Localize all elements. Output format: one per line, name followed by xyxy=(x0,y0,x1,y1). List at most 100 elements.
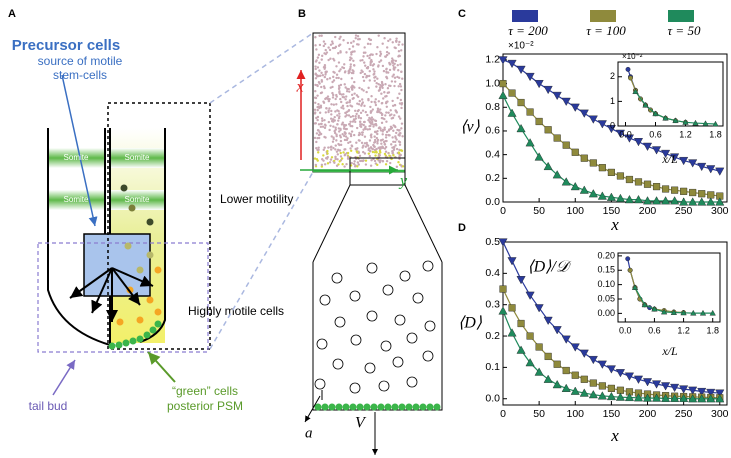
marker xyxy=(535,343,543,351)
particle xyxy=(347,114,351,117)
particle xyxy=(331,91,334,95)
zoom-line xyxy=(209,32,314,104)
marker xyxy=(624,392,634,402)
particle xyxy=(338,115,341,118)
somite-label: Somite xyxy=(64,195,89,204)
particle xyxy=(370,100,373,104)
particle xyxy=(346,151,350,155)
particle xyxy=(328,77,332,80)
particle xyxy=(373,72,376,76)
marker xyxy=(651,305,658,312)
particle xyxy=(349,149,353,152)
particle xyxy=(359,123,362,126)
particle xyxy=(333,115,336,119)
particle xyxy=(385,120,388,123)
particle xyxy=(328,48,332,52)
particle xyxy=(324,97,328,100)
marker xyxy=(680,187,688,195)
particle xyxy=(396,75,399,79)
legend-label[interactable]: τ = 200 xyxy=(508,23,548,38)
particle xyxy=(349,41,353,45)
marker xyxy=(562,366,570,375)
particle xyxy=(373,159,377,163)
particle xyxy=(345,95,348,98)
particle xyxy=(398,140,402,144)
particle xyxy=(335,139,338,142)
marker xyxy=(698,190,706,198)
particle xyxy=(388,68,392,72)
x-tick-label: 0.0 xyxy=(619,325,632,335)
marker xyxy=(633,393,644,402)
particle xyxy=(351,125,354,128)
marker xyxy=(606,192,616,201)
x-tick-label: 0.6 xyxy=(648,325,661,335)
particle xyxy=(384,155,388,159)
marker xyxy=(508,89,516,97)
zoom-line xyxy=(404,184,443,263)
marker xyxy=(580,375,588,383)
marker xyxy=(642,196,653,205)
particle xyxy=(380,92,383,95)
particle xyxy=(395,111,399,114)
x-tick-label: 250 xyxy=(675,408,693,420)
precursor-region xyxy=(83,233,151,297)
particle xyxy=(368,139,372,142)
particle xyxy=(338,160,341,163)
particle xyxy=(358,154,362,158)
particle xyxy=(320,85,323,89)
tail-bud-box xyxy=(37,242,209,353)
particle xyxy=(322,44,326,48)
particle xyxy=(339,155,343,158)
particle xyxy=(353,86,356,89)
particle xyxy=(374,150,378,153)
zoom-box xyxy=(107,102,211,350)
particle xyxy=(369,60,373,63)
particle xyxy=(369,124,372,128)
green-cells xyxy=(108,320,162,350)
particle xyxy=(332,93,335,97)
particle xyxy=(328,128,331,132)
particle xyxy=(356,161,360,164)
x-tick-label: 0 xyxy=(500,408,506,420)
particle xyxy=(382,69,386,73)
marker xyxy=(652,183,661,191)
x-axis-label: x xyxy=(610,426,619,445)
particle xyxy=(315,48,318,51)
marker xyxy=(652,380,662,389)
particle xyxy=(340,106,343,109)
particle xyxy=(331,40,334,43)
marker xyxy=(499,80,507,88)
y-tick-label: 0.1 xyxy=(485,361,500,373)
particle xyxy=(357,116,360,119)
particle xyxy=(379,50,382,53)
panel-label: D xyxy=(458,222,466,234)
particle xyxy=(314,101,317,104)
marker xyxy=(682,119,689,125)
particle xyxy=(400,49,403,52)
marker xyxy=(670,153,680,162)
somite-label: Somite xyxy=(125,195,150,204)
particle xyxy=(358,99,361,103)
particle xyxy=(324,111,328,114)
green-cell xyxy=(328,403,336,411)
particle xyxy=(362,144,365,147)
particle xyxy=(368,127,372,131)
marker xyxy=(642,378,653,387)
legend-label[interactable]: τ = 100 xyxy=(586,23,626,38)
particle xyxy=(390,143,393,146)
legend-label[interactable]: τ = 50 xyxy=(668,23,701,38)
particle xyxy=(354,36,357,40)
marker xyxy=(702,120,709,126)
particle xyxy=(334,126,337,129)
marker xyxy=(633,375,644,384)
marker xyxy=(661,196,671,205)
particle xyxy=(348,100,351,104)
particle xyxy=(385,105,389,108)
marker xyxy=(625,66,631,72)
particle xyxy=(375,85,378,88)
marker xyxy=(588,115,598,124)
particle xyxy=(330,103,333,106)
particle xyxy=(368,56,371,60)
y-tick-label: 0.8 xyxy=(485,101,500,113)
marker xyxy=(570,343,580,352)
